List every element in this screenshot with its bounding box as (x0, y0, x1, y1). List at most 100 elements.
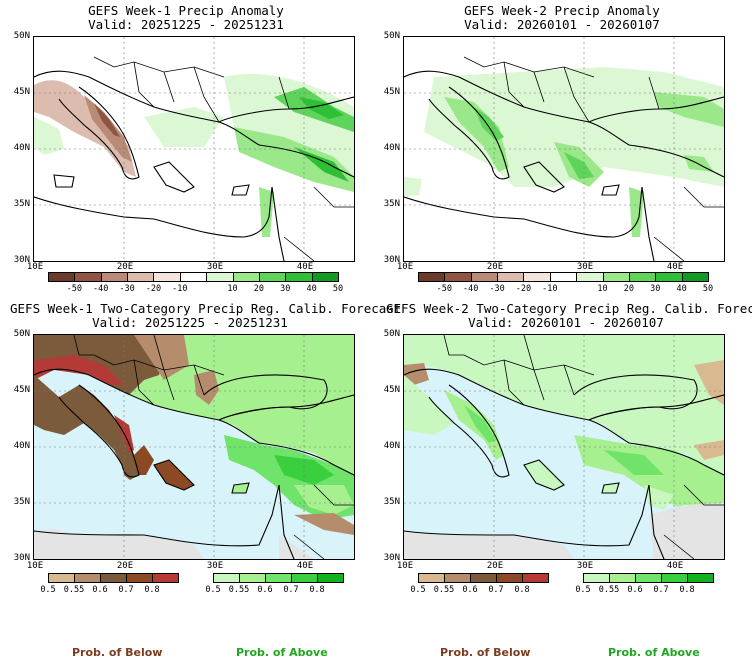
lon-label: 10E (26, 262, 44, 272)
colorbar-swatch (317, 573, 344, 583)
colorbar-swatch (496, 573, 523, 583)
lon-label: 20E (116, 561, 134, 571)
anomaly-map (403, 36, 725, 262)
panel-valid-dates: Valid: 20251225 - 20251231 (92, 315, 288, 330)
colorbar-tick-label: 20 (623, 284, 635, 294)
colorbar-swatch (48, 573, 75, 583)
map-canvas (34, 37, 354, 261)
colorbar-swatch (265, 573, 292, 583)
colorbar-tick-label: 0.6 (462, 585, 478, 595)
colorbar-tick-label: 40 (676, 284, 687, 294)
panel-title: GEFS Week-2 Precip Anomaly (464, 3, 660, 18)
lon-label: 10E (396, 262, 414, 272)
colorbar-swatch (74, 573, 101, 583)
lat-label: 40N (13, 441, 30, 451)
colorbar-tick-label: -10 (542, 284, 558, 294)
colorbar-swatch (126, 573, 153, 583)
colorbar-swatch (258, 272, 287, 282)
colorbar-tick-label: 0.8 (309, 585, 325, 595)
colorbar-tick-label: 0.8 (144, 585, 160, 595)
colorbar-swatch (444, 272, 472, 282)
colorbar-tick-label: 10 (227, 284, 238, 294)
colorbar-swatch (655, 272, 683, 282)
map-canvas (34, 335, 354, 559)
lat-label: 50N (383, 329, 400, 339)
lon-label: 10E (26, 561, 44, 571)
lat-label: 30N (383, 255, 400, 265)
colorbar-swatch (681, 272, 709, 282)
coastlines (34, 70, 354, 261)
colorbar-swatch (576, 272, 604, 282)
lat-label: 45N (383, 87, 400, 97)
lat-label: 35N (13, 199, 30, 209)
lat-label: 30N (13, 553, 30, 563)
lat-label: 30N (13, 255, 30, 265)
lat-label: 45N (13, 87, 30, 97)
gridlines (34, 37, 354, 261)
caption-prob-above-left: Prob. of Above (236, 646, 328, 659)
lon-label: 30E (576, 262, 594, 272)
colorbar-tick-label: -50 (66, 284, 83, 294)
colorbar-tick-label: -20 (515, 284, 532, 294)
colorbar-swatch (609, 573, 636, 583)
colorbar-swatch (127, 272, 155, 282)
caption-prob-above-right: Prob. of Above (608, 646, 700, 659)
colorbar-tick-label: -20 (145, 284, 162, 294)
gridlines (34, 335, 354, 559)
caption-prob-below-left: Prob. of Below (72, 646, 163, 659)
coastlines (34, 368, 354, 559)
country-borders (443, 335, 724, 559)
lat-label: 50N (13, 31, 30, 41)
lat-label: 35N (383, 497, 400, 507)
gridlines (404, 335, 724, 559)
colorbar-swatch (100, 573, 127, 583)
colorbar-tick-label: 0.55 (63, 585, 85, 595)
colorbar-swatch (602, 272, 630, 282)
colorbar-swatch (206, 272, 234, 282)
colorbar-swatch (232, 272, 260, 282)
colorbar-tick-label: 0.5 (40, 585, 56, 595)
lon-label: 30E (576, 561, 594, 571)
caption-prob-below-right: Prob. of Below (440, 646, 531, 659)
lat-label: 45N (383, 385, 400, 395)
lat-label: 50N (383, 31, 400, 41)
probability-shading (404, 335, 724, 559)
colorbar-swatch (152, 573, 179, 583)
colorbar-tick-label: -40 (463, 284, 479, 294)
colorbar-tick-label: 0.7 (488, 585, 504, 595)
panel-title: GEFS Week-2 Two-Category Precip Reg. Cal… (386, 301, 752, 316)
colorbar-tick-label: 0.8 (514, 585, 530, 595)
colorbar-swatch (687, 573, 714, 583)
panel-title: GEFS Week-1 Precip Anomaly (88, 3, 284, 18)
colorbar-swatch (179, 272, 208, 282)
colorbar-tick-label: -10 (172, 284, 188, 294)
lon-label: 20E (116, 262, 134, 272)
colorbar-tick-label: 0.6 (257, 585, 273, 595)
lat-label: 35N (383, 199, 400, 209)
colorbar-tick-label: 0.5 (205, 585, 221, 595)
gridlines (404, 37, 724, 261)
lat-label: 40N (383, 143, 400, 153)
colorbar-swatch (635, 573, 662, 583)
colorbar-swatch (239, 573, 266, 583)
map-canvas (404, 335, 724, 559)
colorbar-swatch (153, 272, 181, 282)
colorbar-swatch (418, 272, 446, 282)
lon-label: 30E (206, 262, 224, 272)
colorbar-tick-label: 30 (280, 284, 291, 294)
colorbar-tick-label: 10 (597, 284, 608, 294)
colorbar-tick-label: 0.7 (118, 585, 134, 595)
colorbar-tick-label: -30 (489, 284, 505, 294)
colorbar-swatch (470, 573, 497, 583)
lon-label: 40E (666, 561, 684, 571)
probability-map (33, 334, 355, 560)
country-borders (73, 335, 354, 559)
colorbar-swatch (549, 272, 578, 282)
colorbar-swatch (523, 272, 551, 282)
colorbar-swatch (311, 272, 339, 282)
colorbar-tick-label: 0.6 (627, 585, 643, 595)
colorbar-swatch (470, 272, 499, 282)
lat-label: 40N (383, 441, 400, 451)
panel-valid-dates: Valid: 20251225 - 20251231 (88, 17, 284, 32)
panel-valid-dates: Valid: 20260101 - 20260107 (464, 17, 660, 32)
